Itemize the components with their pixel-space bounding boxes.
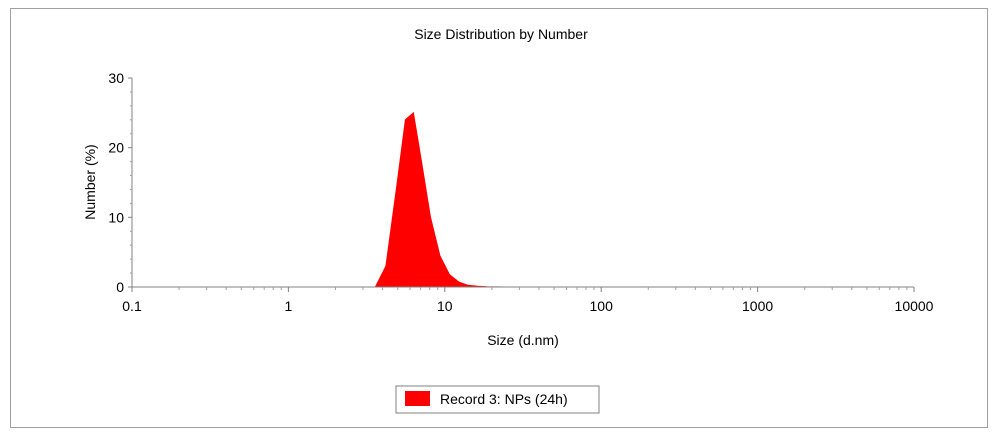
x-tick-label: 10	[437, 298, 453, 314]
y-tick-label: 10	[108, 209, 124, 225]
legend-swatch	[405, 391, 430, 406]
x-ticks: 0.1 1 10 100 1000 10000	[122, 287, 934, 314]
legend-label: Record 3: NPs (24h)	[440, 391, 568, 407]
y-tick-label: 20	[108, 140, 124, 156]
chart-frame	[10, 8, 988, 428]
legend: Record 3: NPs (24h)	[395, 385, 600, 414]
x-axis-label: Size (d.nm)	[487, 332, 559, 348]
x-tick-label: 100	[590, 298, 614, 314]
series-area-0	[374, 111, 506, 288]
y-tick-label: 30	[108, 70, 124, 86]
y-tick-label: 0	[116, 279, 124, 295]
y-ticks: 0 10 20 30	[108, 70, 132, 295]
x-tick-label: 1	[285, 298, 293, 314]
x-tick-label: 10000	[895, 298, 934, 314]
x-tick-label: 1000	[742, 298, 773, 314]
y-axis-label: Number (%)	[82, 144, 98, 219]
x-tick-label: 0.1	[122, 298, 142, 314]
chart-title: Size Distribution by Number	[414, 26, 588, 42]
plot-area	[374, 111, 506, 288]
